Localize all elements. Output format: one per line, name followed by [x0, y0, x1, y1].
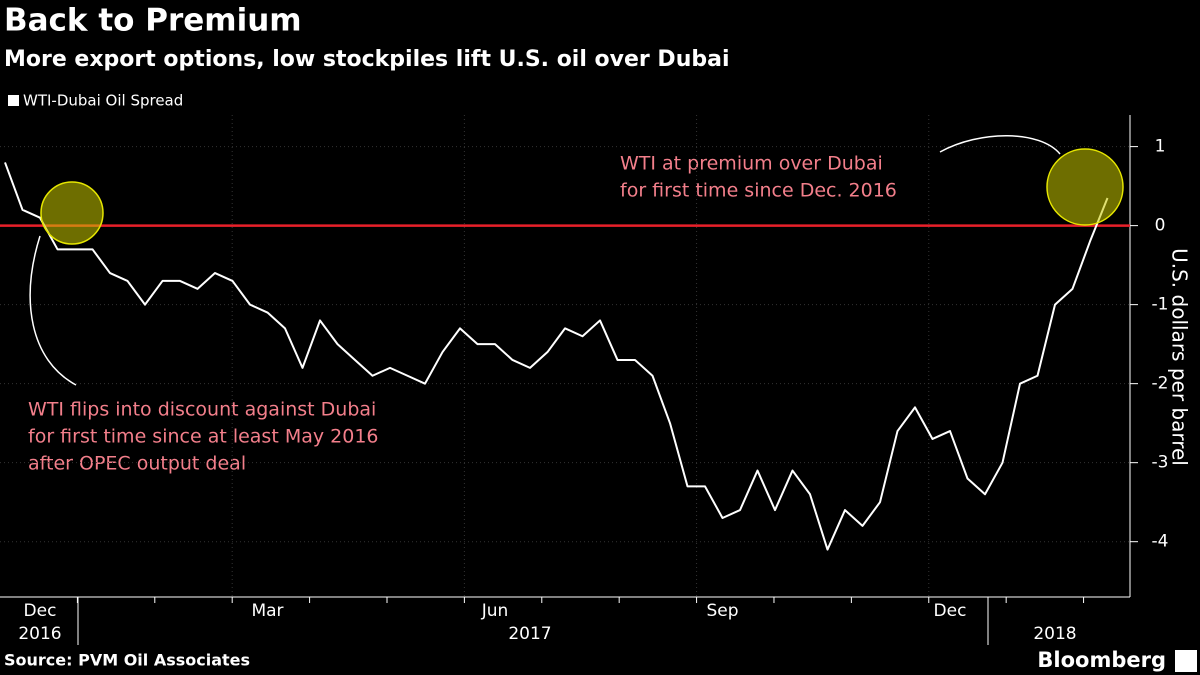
x-tick-label: Dec — [24, 601, 57, 621]
brand-logo — [1175, 650, 1197, 672]
chart-title: Back to Premium — [4, 3, 302, 39]
x-tick-label: Dec — [934, 601, 967, 621]
y-tick-label: -2 — [1152, 374, 1169, 394]
y-tick-label: -1 — [1152, 295, 1169, 315]
highlight-circle — [40, 181, 104, 245]
legend-label: WTI-Dubai Oil Spread — [23, 92, 183, 110]
x-tick-label: Mar — [251, 601, 283, 621]
highlight-circle — [1046, 148, 1124, 226]
y-tick-label: -4 — [1152, 532, 1169, 552]
annotation: WTI at premium over Dubai for first time … — [620, 153, 897, 202]
annotation: WTI flips into discount against Dubai for… — [28, 399, 379, 475]
year-label: 2016 — [18, 624, 61, 644]
series-line — [4, 162, 1109, 551]
annotation-line: WTI flips into discount against Dubai — [28, 399, 376, 421]
annotation-line: for first time since at least May 2016 — [28, 426, 379, 448]
year-label: 2018 — [1033, 624, 1076, 644]
annotation-line: after OPEC output deal — [28, 453, 246, 475]
annotation-line: for first time since Dec. 2016 — [620, 180, 897, 202]
year-label: 2017 — [508, 624, 551, 644]
x-tick-label: Jun — [481, 601, 509, 621]
x-tick-label: Sep — [706, 601, 738, 621]
y-tick-label: -3 — [1152, 453, 1169, 473]
brand: Bloomberg — [1037, 648, 1166, 672]
chart-subtitle: More export options, low stockpiles lift… — [4, 47, 730, 72]
y-tick-label: 1 — [1155, 137, 1166, 157]
legend-swatch — [8, 95, 19, 106]
y-axis-title: U.S. dollars per barrel — [1168, 248, 1192, 466]
pointer — [29, 235, 77, 386]
annotation-line: WTI at premium over Dubai — [620, 153, 883, 175]
y-tick-label: 0 — [1155, 216, 1166, 236]
pointer — [939, 135, 1061, 155]
source: Source: PVM Oil Associates — [4, 651, 250, 670]
